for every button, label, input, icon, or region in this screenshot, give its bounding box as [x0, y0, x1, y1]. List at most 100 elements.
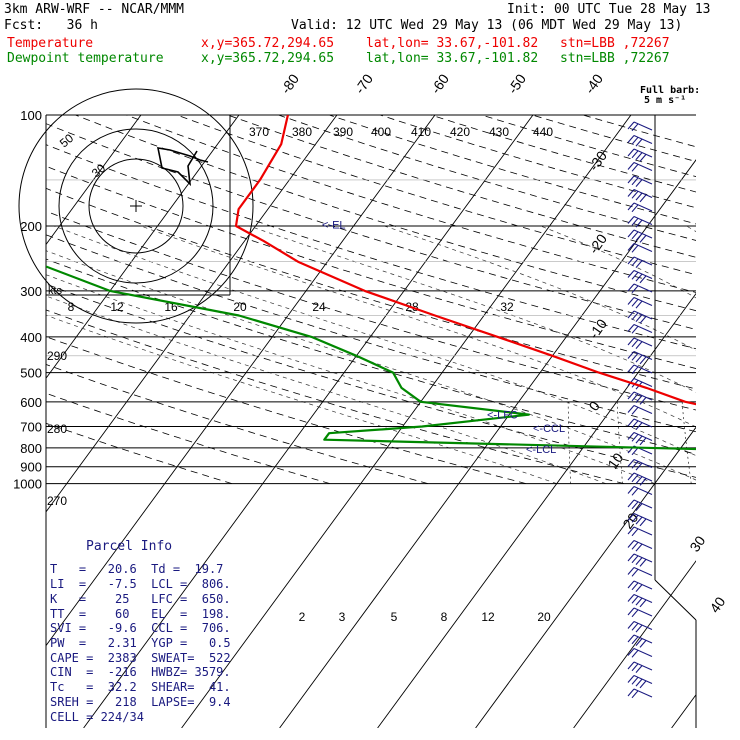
wind-barb-flag: [631, 676, 639, 685]
wind-barb-staff: [633, 647, 653, 658]
wind-barb-staff: [633, 512, 653, 523]
wind-barb-flag: [639, 397, 647, 405]
wind-barb-staff: [633, 188, 653, 199]
wind-barb-flag: [627, 432, 635, 440]
wind-barb-flag: [631, 541, 639, 550]
wind-barb: [627, 607, 653, 618]
wind-barb-flag: [627, 243, 635, 251]
wind-barb-staff: [633, 215, 653, 226]
mixing-ratio-label: 8: [441, 610, 448, 624]
wind-barb-flag: [631, 690, 639, 699]
wind-barb: [627, 620, 653, 633]
isotherm-line: [279, 159, 696, 728]
pressure-tick-label: 500: [20, 366, 42, 381]
wind-barb-flag: [627, 567, 635, 575]
wind-barb-staff: [633, 391, 653, 401]
wind-barb-flag: [635, 584, 643, 592]
wind-barb-flag: [639, 437, 647, 446]
theta-label: 290: [47, 349, 67, 363]
wind-barb-flag: [627, 648, 635, 656]
wind-barb: [627, 202, 653, 213]
wind-barb-flag: [635, 597, 643, 606]
wind-barb: [627, 391, 653, 405]
parcel-row: CAPE = 2383 SWEAT= 522: [50, 651, 231, 665]
wind-barb-flag: [631, 474, 639, 483]
parcel-row: Tc = 32.2 SHEAR= 41.: [50, 680, 231, 694]
wind-barb-flag: [627, 364, 635, 373]
wind-barb-flag: [627, 310, 635, 319]
wind-barb-flag: [635, 341, 643, 349]
wind-barb-flag: [635, 219, 643, 228]
pressure-tick-label: 600: [20, 395, 42, 410]
wind-barb-flag: [635, 300, 643, 309]
wind-barb-flag: [639, 194, 647, 203]
theta-label: 440: [533, 125, 553, 139]
wind-barb: [627, 499, 653, 511]
wind-barb-flag: [639, 518, 647, 527]
pressure-tick-label: 300: [20, 284, 42, 299]
wind-barb-flag: [627, 418, 635, 427]
dry-adiabat-line: [46, 364, 429, 484]
wind-barb-staff: [633, 134, 653, 145]
wind-barb-flag: [627, 202, 635, 211]
hodograph-ring: [88, 158, 184, 254]
wind-barb-flag: [635, 354, 643, 363]
hodograph-ring: [18, 88, 254, 324]
dry-adiabat-line: [176, 115, 696, 276]
wind-barb-flag: [631, 528, 639, 537]
wind-barb-flag: [631, 447, 639, 456]
wind-barb-flag: [635, 543, 643, 552]
wind-barb: [627, 350, 653, 365]
mixing-ratio-label: 20: [537, 610, 551, 624]
wind-barb-flag: [631, 136, 639, 145]
wind-barb: [627, 404, 653, 415]
legend-temperature-stn: stn=LBB ,72267: [560, 36, 670, 51]
wind-barb-staff: [633, 634, 653, 644]
wind-barb-flag: [635, 476, 643, 484]
wind-barb-flag: [631, 285, 639, 294]
wind-barb-flag: [627, 216, 635, 224]
wind-barb-flag: [631, 636, 639, 645]
wind-barb-key: Full barb: 5 m s⁻¹: [640, 86, 700, 106]
wind-barb-flag: [627, 283, 635, 292]
wind-barb-flag: [631, 649, 639, 658]
wind-barb-staff: [633, 350, 653, 361]
hodograph-trace: [156, 147, 209, 187]
legend-dewpoint-latlon: lat,lon= 33.67,-101.82: [366, 51, 539, 66]
isotherm-line: [46, 115, 240, 379]
wind-barb-staff: [633, 431, 653, 442]
wind-barb-flag: [627, 459, 635, 467]
wind-barb-flag: [635, 395, 643, 403]
wind-barb-flag: [631, 501, 639, 510]
mixing-ratio-line: [616, 401, 623, 484]
wind-barb-flag: [627, 135, 635, 143]
wind-barb-staff: [633, 242, 653, 253]
wind-barb-flag: [631, 487, 639, 496]
pressure-tick-label: 800: [20, 441, 42, 456]
wind-barb: [627, 161, 653, 172]
level-marker-lcl: <-LCL: [526, 444, 556, 456]
theta-label: 400: [371, 125, 391, 139]
wind-barb-flag: [631, 366, 639, 375]
wind-barb: [627, 269, 653, 284]
dry-adiabat-line: [126, 115, 696, 293]
wind-barb: [627, 647, 653, 658]
wind-barb-staff: [633, 377, 653, 388]
wind-barb-staff: [633, 323, 653, 334]
wind-barb-flag: [631, 150, 639, 159]
wind-barb-flag: [627, 162, 635, 170]
wind-barb-staff: [633, 364, 653, 374]
isotherm-line: [46, 115, 142, 246]
wind-barb-flag: [627, 621, 635, 629]
dry-adiabat-line: [46, 283, 696, 478]
wind-barb-flag: [635, 152, 643, 160]
wind-barb: [627, 296, 653, 309]
wind-barb-flag: [631, 595, 639, 604]
right-axis-bevel: [654, 579, 697, 621]
hodograph-ring: [58, 128, 214, 284]
wind-barb-flag: [631, 352, 639, 361]
wind-barb-flag: [631, 609, 639, 618]
wind-barb-flag: [639, 599, 647, 608]
legend-dewpoint-stn: stn=LBB ,72267: [560, 51, 670, 66]
